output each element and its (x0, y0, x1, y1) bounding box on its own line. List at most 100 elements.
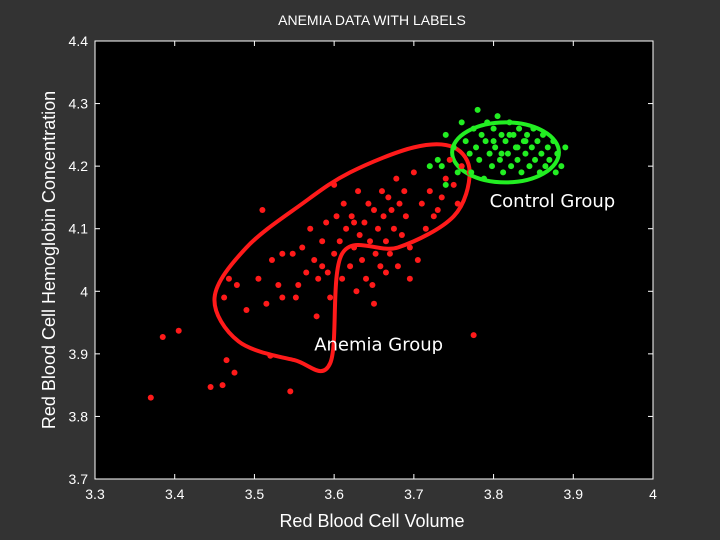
anemia-point (372, 250, 379, 257)
control-point (474, 106, 481, 113)
anemia-point (348, 213, 355, 220)
y-tick-label: 4.3 (69, 96, 89, 112)
control-point (514, 144, 521, 151)
anemia-point (323, 219, 330, 226)
anemia-point (426, 188, 433, 195)
control-point (536, 169, 543, 176)
control-point (508, 163, 515, 170)
anemia-point (396, 200, 403, 207)
anemia-point (363, 275, 370, 282)
anemia-point (347, 263, 354, 270)
x-tick-label: 3.5 (245, 486, 265, 502)
control-point (522, 138, 529, 145)
anemia-point (446, 156, 453, 163)
anemia-point (225, 275, 232, 282)
control-point (494, 113, 501, 120)
control-point (528, 144, 535, 151)
anemia-point (442, 175, 449, 182)
anemia-point (299, 244, 306, 251)
anemia-point (295, 282, 302, 289)
control-point (458, 119, 465, 126)
anemia-point (324, 269, 331, 276)
anemia-point (380, 213, 387, 220)
control-point (526, 163, 533, 170)
control-point (552, 169, 559, 176)
control-point (518, 169, 525, 176)
control-point (434, 156, 441, 163)
anemia-point (454, 200, 461, 207)
x-tick-label: 3.9 (564, 486, 584, 502)
anemia-point (231, 369, 238, 376)
anemia-point (374, 225, 381, 232)
anemia-point (422, 225, 429, 232)
control-point (470, 125, 477, 132)
anemia-point (406, 244, 413, 251)
anemia-point (255, 275, 262, 282)
control-point (466, 150, 473, 157)
control-point (450, 144, 457, 151)
anemia-point (390, 225, 397, 232)
y-tick-label: 4.4 (69, 33, 89, 49)
control-point (524, 131, 531, 138)
control-point (502, 138, 509, 145)
y-tick-label: 3.7 (69, 471, 89, 487)
anemia-point (221, 294, 228, 301)
anemia-point (233, 282, 240, 289)
anemia-point (289, 250, 296, 257)
control-point (454, 169, 461, 176)
anemia-point (147, 394, 154, 401)
anemia-point (382, 269, 389, 276)
control-point (506, 119, 513, 126)
control-point (538, 150, 545, 157)
anemia-point (385, 194, 392, 201)
control-point (539, 131, 546, 138)
control-point (496, 156, 503, 163)
anemia-point (219, 382, 226, 389)
anemia-point (458, 163, 465, 170)
plot-area (94, 40, 654, 480)
control-point (516, 125, 523, 132)
anemia-point (406, 275, 413, 282)
anemia-point (319, 263, 326, 270)
anemia-point (365, 200, 372, 207)
x-tick-label: 4 (649, 486, 657, 502)
anemia-point (331, 181, 338, 188)
y-tick-label: 3.9 (69, 346, 89, 362)
anemia-point (313, 313, 320, 320)
control-point (558, 163, 565, 170)
anemia-point (343, 225, 350, 232)
control-point (498, 150, 505, 157)
anemia-point (267, 352, 274, 359)
control-point (550, 138, 557, 145)
anemia-point (378, 188, 385, 195)
control-point (442, 131, 449, 138)
anemia-point (401, 188, 408, 195)
control-point (534, 138, 541, 145)
y-tick-label: 4.1 (69, 221, 89, 237)
y-tick-label: 3.8 (69, 408, 89, 424)
anemia-point (351, 219, 358, 226)
control-point (522, 150, 529, 157)
annotations: Control Group Anemia Group (314, 191, 615, 356)
control-point (488, 163, 495, 170)
control-point (532, 156, 539, 163)
anemia-ellipse (212, 142, 472, 374)
anemia-point (434, 206, 441, 213)
anemia-point (333, 213, 340, 220)
control-point (530, 125, 537, 132)
x-tick-label: 3.6 (324, 486, 344, 502)
anemia-point (243, 307, 250, 314)
anemia-point (414, 257, 421, 263)
x-tick-label: 3.8 (484, 486, 504, 502)
anemia-point (359, 257, 366, 263)
control-point (482, 138, 489, 145)
anemia-point (438, 194, 445, 201)
anemia-point (410, 169, 417, 176)
anemia-point (223, 357, 230, 364)
anemia-point (369, 282, 376, 289)
anemia-point (394, 263, 401, 270)
anemia-point (315, 275, 322, 282)
control-point (562, 144, 569, 151)
anemia-point (398, 231, 405, 238)
anemia-point (259, 206, 266, 213)
